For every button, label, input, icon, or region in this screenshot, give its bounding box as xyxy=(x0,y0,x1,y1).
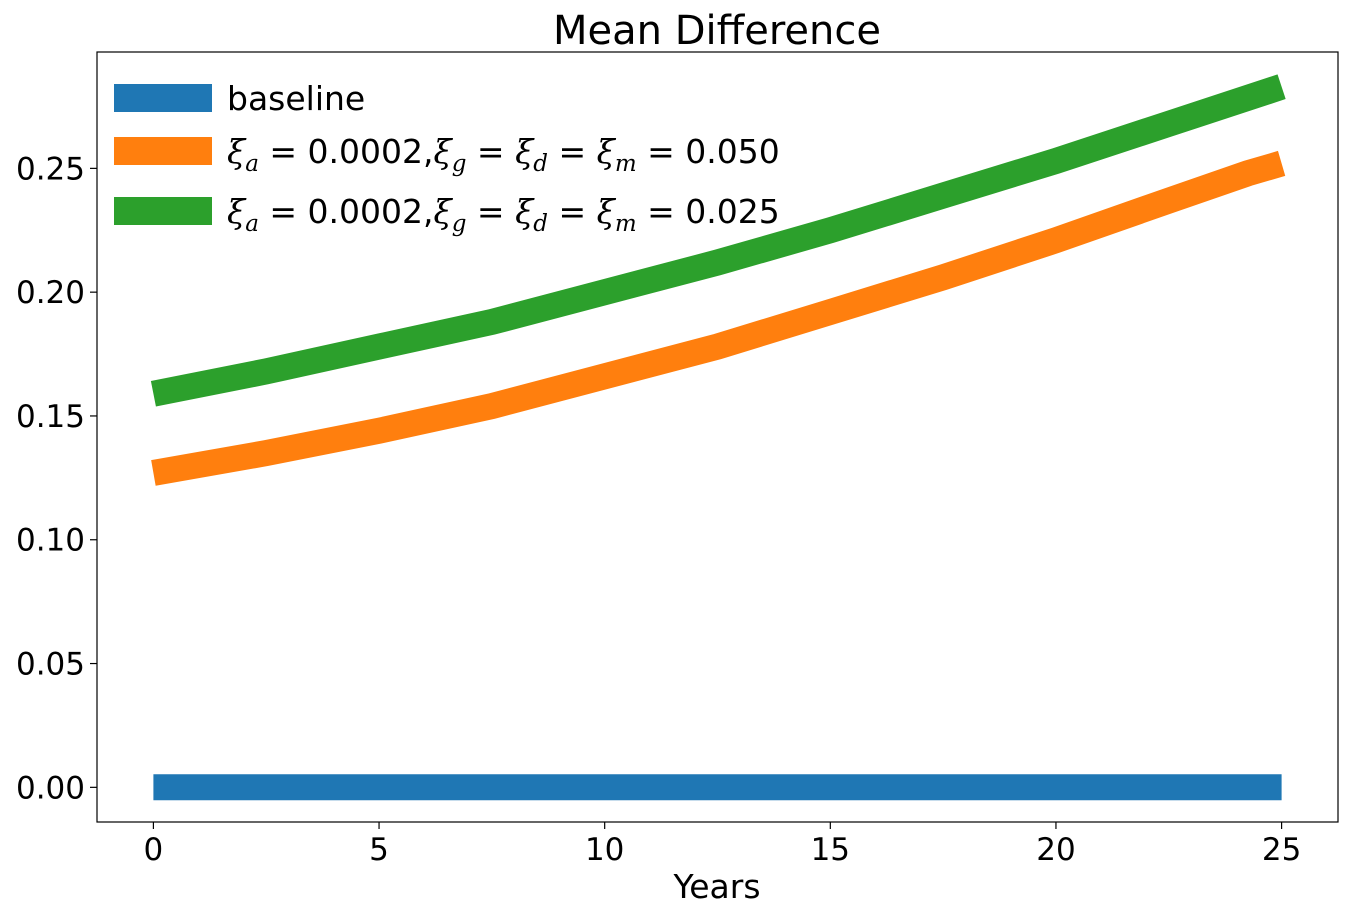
legend-swatch-0 xyxy=(114,84,212,112)
legend-swatch-1 xyxy=(114,137,212,165)
x-tick-label: 10 xyxy=(585,832,624,868)
x-tick-label: 0 xyxy=(144,832,164,868)
legend-label-2: ξa = 0.0002,ξg = ξd = ξm = 0.025 xyxy=(227,192,780,237)
x-tick-label: 20 xyxy=(1036,832,1075,868)
x-axis-label: Years xyxy=(672,867,760,906)
y-tick-label: 0.05 xyxy=(16,647,85,683)
legend-label-0: baseline xyxy=(227,79,365,118)
x-tick-label: 5 xyxy=(369,832,389,868)
y-tick-label: 0.00 xyxy=(16,770,85,806)
chart-title: Mean Difference xyxy=(553,8,881,54)
y-tick-label: 0.25 xyxy=(16,151,85,187)
y-tick-label: 0.10 xyxy=(16,523,85,559)
x-tick-label: 25 xyxy=(1262,832,1301,868)
y-tick-label: 0.20 xyxy=(16,275,85,311)
y-tick-label: 0.15 xyxy=(16,399,85,435)
legend-label-1: ξa = 0.0002,ξg = ξd = ξm = 0.050 xyxy=(227,132,780,177)
x-tick-label: 15 xyxy=(811,832,850,868)
legend-swatch-2 xyxy=(114,197,212,225)
